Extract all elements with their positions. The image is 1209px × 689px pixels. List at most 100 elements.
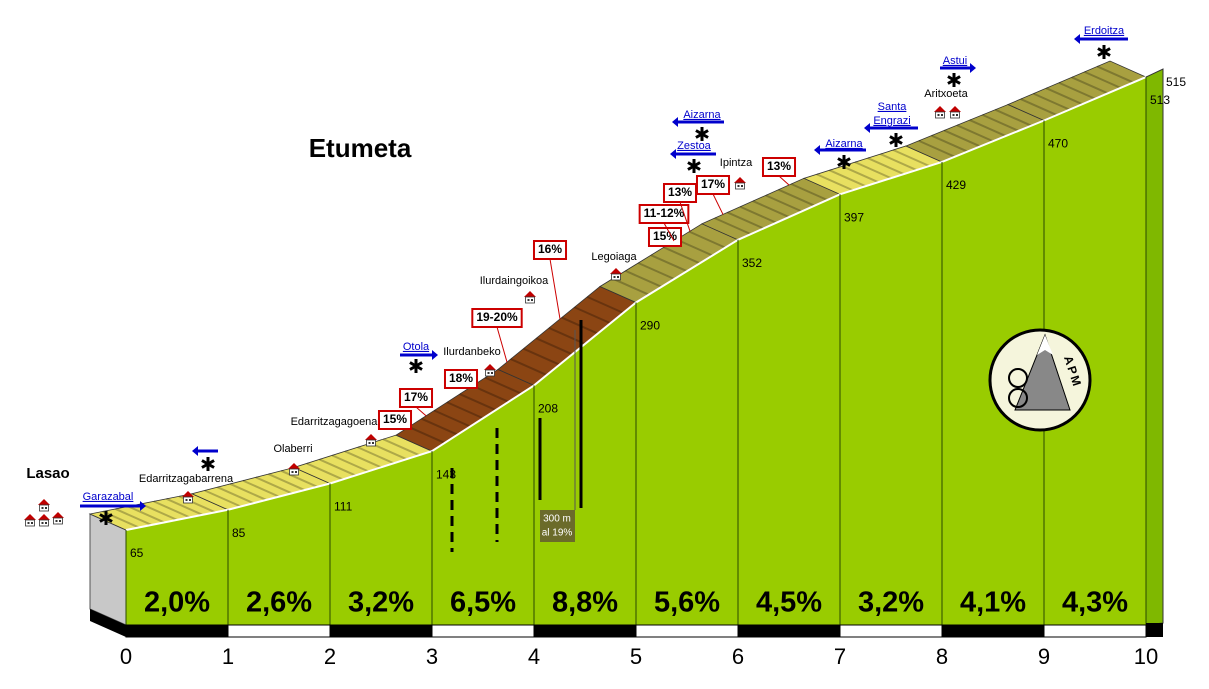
- strip-hatch: [166, 497, 203, 516]
- strip-hatch: [714, 217, 752, 236]
- strip-hatch: [880, 153, 917, 171]
- strip-hatch: [676, 238, 713, 257]
- strip-hatch: [153, 500, 191, 519]
- place-label: Aritxoeta: [924, 88, 968, 100]
- strip-hatch: [102, 510, 140, 529]
- house-icon: [364, 433, 378, 447]
- house-icon: [181, 490, 195, 504]
- steep-box: [471, 308, 523, 328]
- place-label: Zestoa: [677, 140, 712, 152]
- place-label: Engrazi: [873, 115, 910, 127]
- note-line: 300 m: [543, 514, 571, 525]
- strip-hatch: [548, 327, 586, 345]
- x-tick-label: 5: [630, 644, 642, 669]
- asterisk: [947, 73, 961, 87]
- side-face: [89, 513, 127, 626]
- steep-box: [377, 410, 413, 430]
- logo-mountain: [1014, 333, 1071, 411]
- bar-end: [1146, 623, 1163, 637]
- strip-hatch: [956, 124, 994, 143]
- strip-hatch: [586, 295, 624, 314]
- strip-hatch: [446, 401, 484, 420]
- strip-hatch: [535, 337, 573, 356]
- altitude-label: 429: [946, 178, 966, 192]
- house-icon: [37, 513, 51, 527]
- strip-hatch: [982, 113, 1019, 132]
- house-icon: [733, 176, 747, 190]
- strip-hatch: [752, 200, 790, 218]
- strip-hatch: [739, 205, 777, 224]
- steep-box: [638, 204, 690, 224]
- x-tick-label: 3: [426, 644, 438, 669]
- strip-hatch: [612, 277, 650, 296]
- steep-box: [761, 157, 797, 177]
- place-label: Erdoitza: [1084, 25, 1125, 37]
- strip-hatch: [306, 462, 344, 481]
- strip-hatch: [408, 426, 446, 444]
- annotations: Garazabal Edarritzagabarrena Olaberri Edarr…: [23, 25, 1128, 527]
- note-line: al 19%: [542, 528, 573, 539]
- strip-hatch: [1045, 87, 1083, 106]
- steep-label: 18%: [449, 371, 473, 385]
- place-label: Santa: [878, 101, 908, 113]
- strip-hatch: [790, 183, 828, 201]
- strip-hatch: [357, 446, 395, 465]
- strip-hatch: [472, 384, 509, 403]
- place-label: Ipintza: [720, 157, 753, 169]
- altitude-label: 65: [130, 546, 144, 560]
- arrow-head: [140, 501, 146, 511]
- asterisk: [695, 127, 709, 141]
- x-tick-label: 7: [834, 644, 846, 669]
- strip-hatch: [255, 476, 293, 495]
- leader-line: [778, 175, 790, 186]
- logo-wheel: [1008, 368, 1028, 388]
- gradient-label: 6,5%: [450, 587, 516, 619]
- bar-segment: [941, 624, 1045, 638]
- gradient-label: 4,5%: [756, 587, 822, 619]
- place-label: Legoiaga: [591, 251, 637, 263]
- arrow-head: [672, 117, 678, 127]
- asterisk: [837, 155, 851, 169]
- strip-hatch: [969, 119, 1007, 137]
- strip-hatch: [1058, 81, 1096, 100]
- arrow-head: [192, 446, 198, 456]
- house-icon: [51, 511, 65, 525]
- asterisk: [409, 359, 423, 373]
- strip-hatch: [242, 479, 280, 498]
- steep-box: [695, 175, 731, 195]
- leader-line: [549, 258, 561, 320]
- place-label: Olaberri: [273, 443, 312, 455]
- strip-hatch: [1020, 98, 1058, 116]
- altitude-label: 208: [538, 402, 558, 416]
- altitude-label: 513: [1150, 93, 1170, 107]
- strip-hatch: [510, 358, 548, 376]
- x-tick-label: 6: [732, 644, 744, 669]
- house-icon: [609, 267, 623, 281]
- chart-title: Etumeta: [309, 133, 412, 163]
- gradient-label: 2,0%: [144, 587, 210, 619]
- strip-hatch: [994, 108, 1032, 127]
- start-label: Lasao: [26, 465, 69, 482]
- leader-line: [712, 193, 724, 215]
- steep-box: [443, 369, 479, 389]
- strip-hatch: [637, 262, 675, 280]
- steep-box: [532, 240, 568, 260]
- strip-hatch: [484, 376, 522, 395]
- place-label: Edarritzagabarrena: [139, 473, 234, 485]
- asterisk: [889, 133, 903, 147]
- strip-hatch: [370, 442, 407, 461]
- strip-hatch: [841, 165, 879, 184]
- gradient-label: 3,2%: [858, 587, 924, 619]
- place-label: Ilurdanbeko: [443, 346, 501, 358]
- place-label: Astui: [943, 55, 967, 67]
- strip-hatch: [268, 473, 305, 491]
- summit-label: 515: [1166, 75, 1186, 89]
- decorations: 300 m al 19% APM Lasao Etumeta: [26, 133, 1092, 552]
- gradient-label: 4,3%: [1062, 587, 1128, 619]
- strip-hatch: [778, 188, 815, 207]
- strip-hatch: [943, 129, 981, 148]
- strip-hatch: [280, 469, 318, 488]
- steep-box: [647, 227, 683, 247]
- house-icon: [287, 462, 301, 476]
